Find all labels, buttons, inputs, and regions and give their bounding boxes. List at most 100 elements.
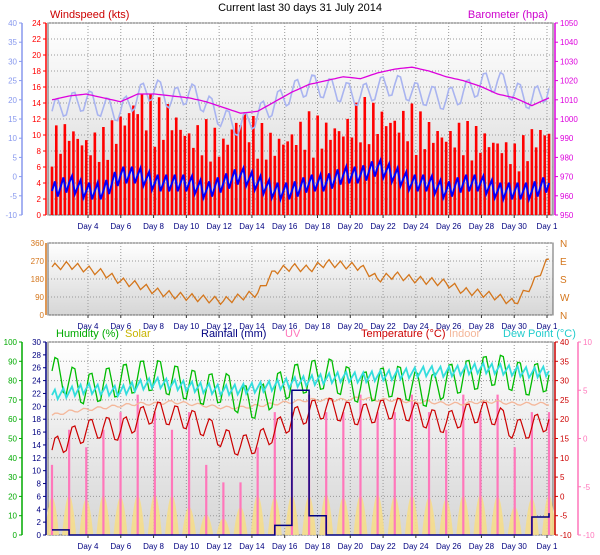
- dewpoint-label: Dew Point (°C): [503, 328, 576, 340]
- dewpoint-axis-tick-label: 10: [583, 338, 592, 347]
- multi-panel: Humidity (%) Solar Rainfall (mm) UV Temp…: [4, 328, 595, 551]
- gust-axis-tick-label: 10: [8, 134, 17, 143]
- dir-x-tick-label: Day 24: [403, 322, 429, 331]
- humidity-axis-tick-label: 50: [8, 435, 17, 444]
- compass-label: N: [560, 239, 567, 250]
- dewpoint-axis-tick-label: 0: [583, 435, 588, 444]
- rainfall-label: Rainfall (mm): [201, 328, 266, 340]
- dir-x-tick-label: Day 30: [502, 322, 528, 331]
- dewpoint-axis-tick-label: -5: [583, 483, 591, 492]
- multi-x-tick-label: Day 22: [370, 542, 396, 551]
- rain-axis-tick-label: 30: [32, 338, 41, 347]
- compass-label: E: [560, 257, 567, 268]
- dir-x-tick-label: Day 28: [469, 322, 495, 331]
- wind-x-tick-label: Day 24: [403, 222, 429, 231]
- wind-axis-tick-label: 4: [37, 179, 42, 188]
- dir-tick-label: 180: [31, 275, 45, 284]
- multi-x-tick-label: Day 12: [206, 542, 232, 551]
- indoor-label: Indoor: [449, 328, 481, 340]
- wind-x-tick-label: Day 12: [206, 222, 232, 231]
- rain-axis-tick-label: 28: [32, 351, 41, 360]
- gust-axis-tick-label: 35: [8, 38, 17, 47]
- multi-x-tick-label: Day 24: [403, 542, 429, 551]
- wind-x-tick-label: Day 28: [469, 222, 495, 231]
- dewpoint-line: [51, 360, 550, 402]
- rain-axis-tick-label: 2: [37, 518, 42, 527]
- wind-x-tick-label: Day 26: [436, 222, 462, 231]
- wind-axis-tick-label: 6: [37, 163, 42, 172]
- wind-axis-tick-label: 16: [32, 83, 41, 92]
- temp-axis-tick-label: -10: [560, 531, 572, 540]
- compass-label: N: [560, 311, 567, 322]
- humidity-axis-tick-label: 70: [8, 396, 17, 405]
- rain-axis-tick-label: 16: [32, 428, 41, 437]
- dir-tick-label: 90: [35, 293, 44, 302]
- wind-x-tick-label: Day 6: [110, 222, 131, 231]
- multi-x-tick-label: Day 28: [469, 542, 495, 551]
- multi-x-tick-label: Day 16: [272, 542, 298, 551]
- temp-axis-tick-label: 20: [560, 415, 569, 424]
- wind-axis-tick-label: 8: [37, 147, 42, 156]
- rain-axis-tick-label: 10: [32, 467, 41, 476]
- temp-axis-tick-label: 35: [560, 357, 569, 366]
- wind-axis-tick-label: 18: [32, 67, 41, 76]
- wind-panel: Windspeed (kts) Barometer (hpa) -10 -5 0 5 1…: [5, 9, 578, 231]
- chart-title: Current last 30 days 31 July 2014: [218, 2, 382, 14]
- gust-axis-tick-label: 40: [8, 19, 17, 28]
- wind-axis-tick-label: 0: [37, 211, 42, 220]
- uv-label: UV: [285, 328, 301, 340]
- multi-x-tick-label: Day 14: [239, 542, 265, 551]
- temperature-line: [51, 397, 550, 456]
- dir-x-tick-label: Day 18: [305, 322, 331, 331]
- wind-axis-tick-label: 24: [32, 19, 41, 28]
- humidity-axis-tick-label: 80: [8, 377, 17, 386]
- dir-x-tick-label: Day 1: [537, 322, 558, 331]
- indoor-line: [51, 396, 550, 416]
- wind-axis-tick-label: 20: [32, 51, 41, 60]
- windspeed-label: Windspeed (kts): [50, 9, 129, 21]
- wind-axis-tick-label: 12: [32, 115, 41, 124]
- rain-axis-tick-label: 12: [32, 454, 41, 463]
- direction-line: [51, 258, 550, 306]
- barometer-line: [51, 66, 550, 114]
- baro-axis-tick-label: 990: [560, 134, 574, 143]
- compass-label: S: [560, 275, 567, 286]
- windavg-line: [51, 156, 550, 204]
- dir-tick-label: 0: [40, 311, 45, 320]
- gust-axis-tick-label: 30: [8, 57, 17, 66]
- multi-x-tick-label: Day 1: [537, 542, 558, 551]
- temp-axis-tick-label: 0: [560, 492, 565, 501]
- rain-axis-tick-label: 22: [32, 389, 41, 398]
- dewpoint-axis-tick-label: -10: [583, 531, 595, 540]
- rain-axis-tick-label: 18: [32, 415, 41, 424]
- temp-axis-tick-label: 40: [560, 338, 569, 347]
- dir-x-tick-label: Day 14: [239, 322, 265, 331]
- baro-axis-tick-label: 1040: [560, 38, 578, 47]
- temp-axis-tick-label: 15: [560, 435, 569, 444]
- wind-axis-tick-label: 22: [32, 35, 41, 44]
- humidity-axis-tick-label: 90: [8, 357, 17, 366]
- temp-axis-tick-label: -5: [560, 512, 568, 521]
- dewpoint-axis-tick-label: 5: [583, 386, 588, 395]
- dir-tick-label: 270: [31, 257, 45, 266]
- wind-axis-tick-label: 2: [37, 195, 42, 204]
- rainfall-line: [52, 389, 550, 536]
- humidity-axis-tick-label: 10: [8, 512, 17, 521]
- multi-x-tick-label: Day 26: [436, 542, 462, 551]
- multi-x-tick-label: Day 18: [305, 542, 331, 551]
- rain-axis-tick-label: 6: [37, 492, 42, 501]
- dir-x-tick-label: Day 10: [174, 322, 200, 331]
- baro-axis-tick-label: 980: [560, 153, 574, 162]
- gust-axis-tick-label: -10: [5, 211, 17, 220]
- rain-axis-tick-label: 0: [37, 531, 42, 540]
- gust-axis-tick-label: 15: [8, 115, 17, 124]
- wind-x-tick-label: Day 18: [305, 222, 331, 231]
- baro-axis-tick-label: 1050: [560, 19, 578, 28]
- wind-axis-tick-label: 10: [32, 131, 41, 140]
- baro-axis-tick-label: 1010: [560, 96, 578, 105]
- dir-x-tick-label: Day 22: [370, 322, 396, 331]
- multi-x-tick-label: Day 8: [143, 542, 164, 551]
- dir-x-tick-label: Day 4: [78, 322, 99, 331]
- wind-x-tick-label: Day 20: [338, 222, 364, 231]
